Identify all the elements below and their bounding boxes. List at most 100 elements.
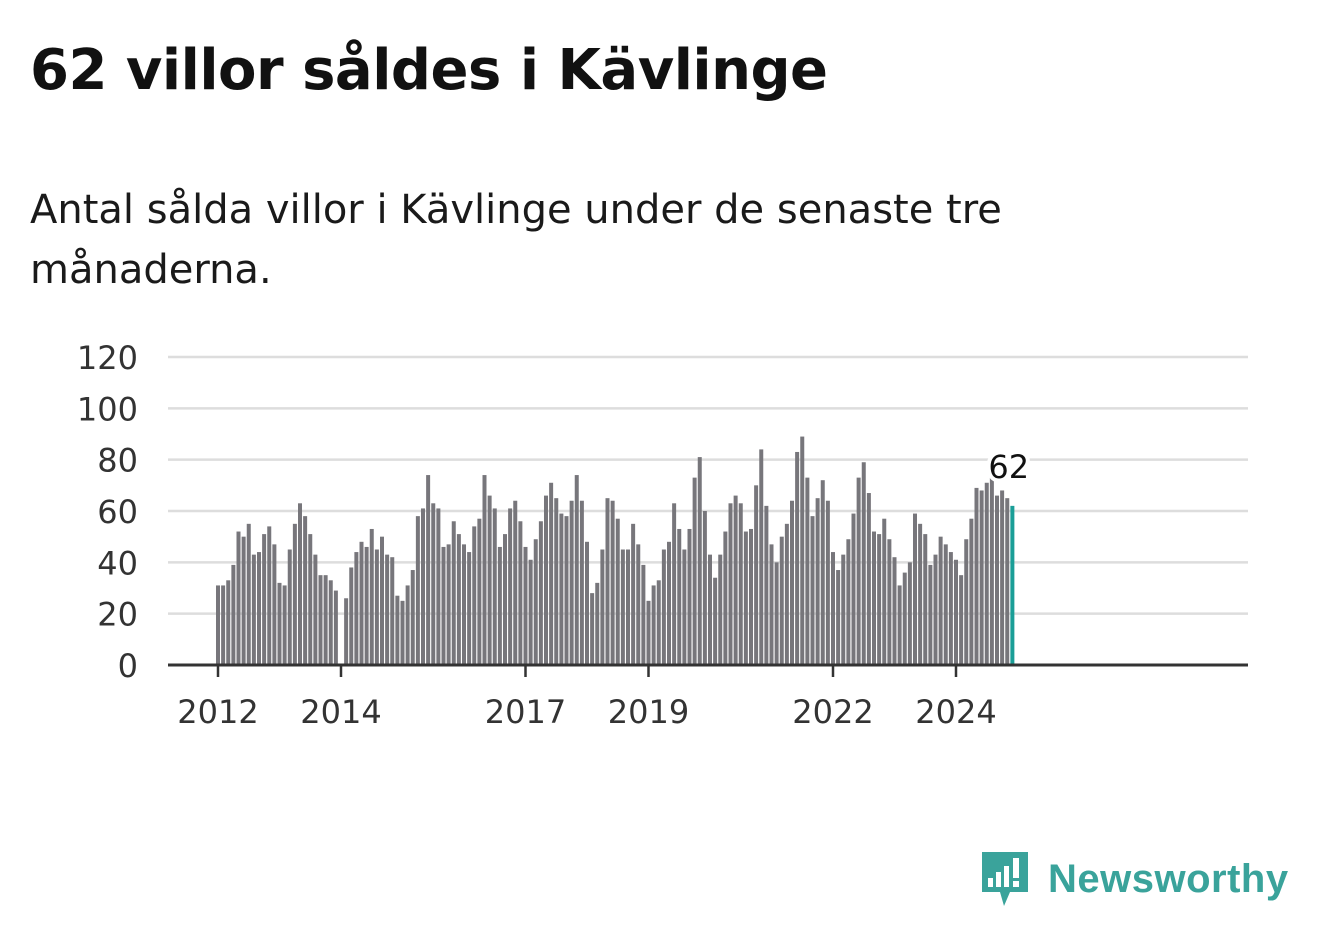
bar <box>738 503 743 665</box>
bar <box>574 475 579 665</box>
bar <box>764 505 769 665</box>
bar <box>964 539 969 665</box>
chart-title: 62 villor såldes i Kävlinge <box>30 38 828 103</box>
bar <box>231 564 236 665</box>
bar <box>287 549 292 665</box>
bar <box>656 580 661 665</box>
bar <box>754 485 759 665</box>
bar <box>405 585 410 665</box>
bar <box>426 475 431 665</box>
bar <box>610 500 615 665</box>
bar <box>790 500 794 665</box>
bar <box>236 531 241 665</box>
bar <box>943 544 948 665</box>
bar <box>528 559 533 665</box>
bar <box>226 580 231 665</box>
x-tick-label: 2019 <box>608 693 689 731</box>
bar <box>856 477 861 665</box>
bar <box>667 541 671 665</box>
bar <box>456 534 461 665</box>
bar <box>974 487 979 665</box>
bar <box>595 582 600 665</box>
bar <box>959 575 964 665</box>
bar <box>646 600 651 665</box>
bar <box>267 526 272 665</box>
bar <box>436 508 441 665</box>
bar <box>333 590 338 665</box>
y-tick-label: 20 <box>97 596 138 634</box>
bar <box>851 513 856 665</box>
bar <box>564 516 569 665</box>
bar <box>395 595 400 665</box>
bar <box>415 516 420 665</box>
bar <box>733 495 738 665</box>
bar <box>866 493 871 665</box>
bar <box>692 477 697 665</box>
bar <box>451 521 456 665</box>
bar <box>359 541 364 665</box>
bar <box>262 534 267 665</box>
bar <box>272 544 277 665</box>
bar <box>487 495 492 665</box>
bar <box>251 554 256 665</box>
bar <box>431 503 436 665</box>
bar <box>913 513 917 665</box>
x-tick-label: 2012 <box>177 693 258 731</box>
bar <box>467 552 472 665</box>
bar <box>533 539 538 665</box>
bar <box>995 495 999 665</box>
bar <box>308 534 313 665</box>
bar <box>400 600 405 665</box>
bar <box>749 528 753 665</box>
bar <box>477 518 482 665</box>
last-value-label-halo: 62 <box>988 448 1029 486</box>
bar <box>718 554 723 665</box>
bar <box>805 477 810 665</box>
bar <box>743 531 748 665</box>
bar <box>292 523 297 665</box>
x-tick-label: 2022 <box>792 693 873 731</box>
bar <box>513 500 518 665</box>
bar <box>1005 498 1010 665</box>
bar <box>421 508 425 665</box>
bar <box>503 534 507 665</box>
bar <box>861 462 866 665</box>
bar <box>298 503 302 665</box>
bar <box>385 554 390 665</box>
newsworthy-logo: Newsworthy <box>980 848 1289 910</box>
bar <box>374 549 379 665</box>
bar <box>800 436 805 665</box>
bar <box>323 575 328 665</box>
bar <box>682 549 687 665</box>
newsworthy-logo-icon <box>982 852 1028 906</box>
brand-name: Newsworthy <box>1048 856 1289 901</box>
bar <box>569 500 574 665</box>
bar <box>579 500 584 665</box>
bar <box>441 546 446 665</box>
bar <box>872 531 876 665</box>
bar <box>907 562 912 665</box>
bar <box>216 585 220 665</box>
bar <box>784 523 789 665</box>
chart-subtitle: Antal sålda villor i Kävlinge under de s… <box>30 187 1002 293</box>
bar <box>380 536 384 665</box>
y-tick-label: 100 <box>77 390 138 428</box>
bar <box>831 552 835 665</box>
bar <box>497 546 502 665</box>
bar <box>328 580 333 665</box>
bar <box>626 549 630 665</box>
bar <box>713 577 718 665</box>
bar <box>697 457 702 665</box>
bar <box>620 549 625 665</box>
bar <box>518 521 523 665</box>
bar <box>677 528 682 665</box>
bar <box>815 498 820 665</box>
bar <box>877 534 882 665</box>
bar <box>820 480 825 665</box>
bar <box>795 451 800 665</box>
bar <box>344 598 349 665</box>
bar <box>979 490 984 665</box>
bar <box>349 567 354 665</box>
y-tick-label: 40 <box>97 544 138 582</box>
bar <box>759 449 764 665</box>
